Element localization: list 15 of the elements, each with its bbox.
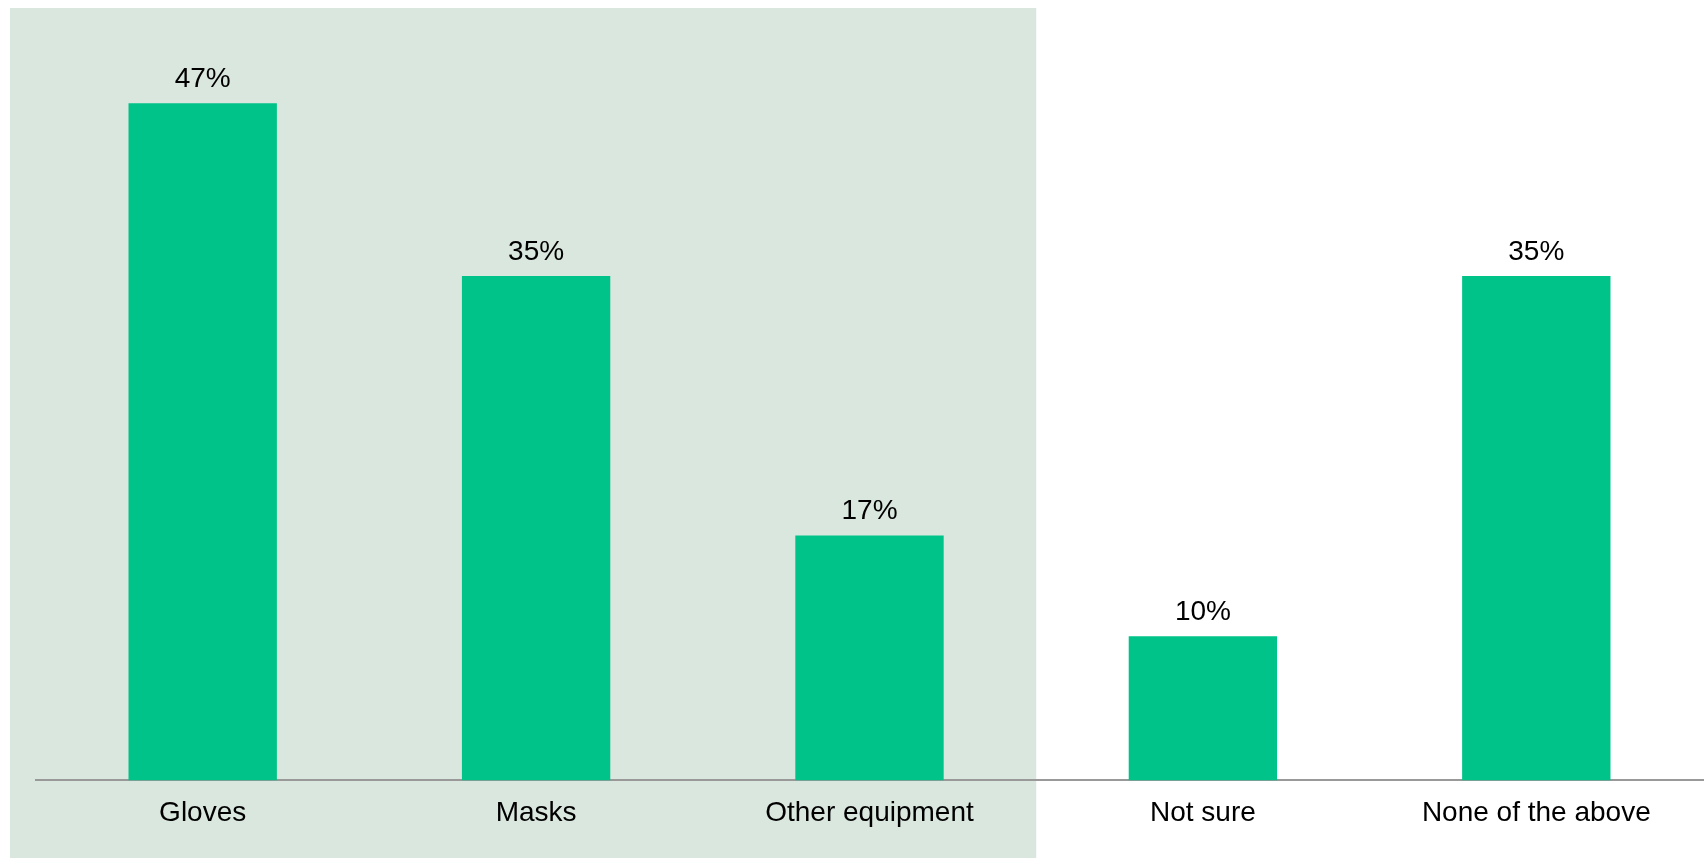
bar — [461, 276, 611, 781]
data-label: 35% — [1508, 234, 1565, 266]
bar — [795, 535, 944, 781]
data-label: 35% — [508, 234, 565, 266]
data-label: 17% — [841, 494, 898, 526]
bar — [128, 103, 277, 781]
bar — [1128, 636, 1278, 781]
data-label: 47% — [174, 61, 231, 93]
x-tick-label: Gloves — [159, 795, 247, 827]
x-tick-label: Other equipment — [765, 795, 974, 827]
x-tick-label: Masks — [495, 795, 577, 827]
bar — [1462, 276, 1611, 781]
x-tick-label: None of the above — [1421, 795, 1651, 827]
x-tick-label: Not sure — [1149, 795, 1256, 827]
data-label: 10% — [1174, 595, 1231, 627]
